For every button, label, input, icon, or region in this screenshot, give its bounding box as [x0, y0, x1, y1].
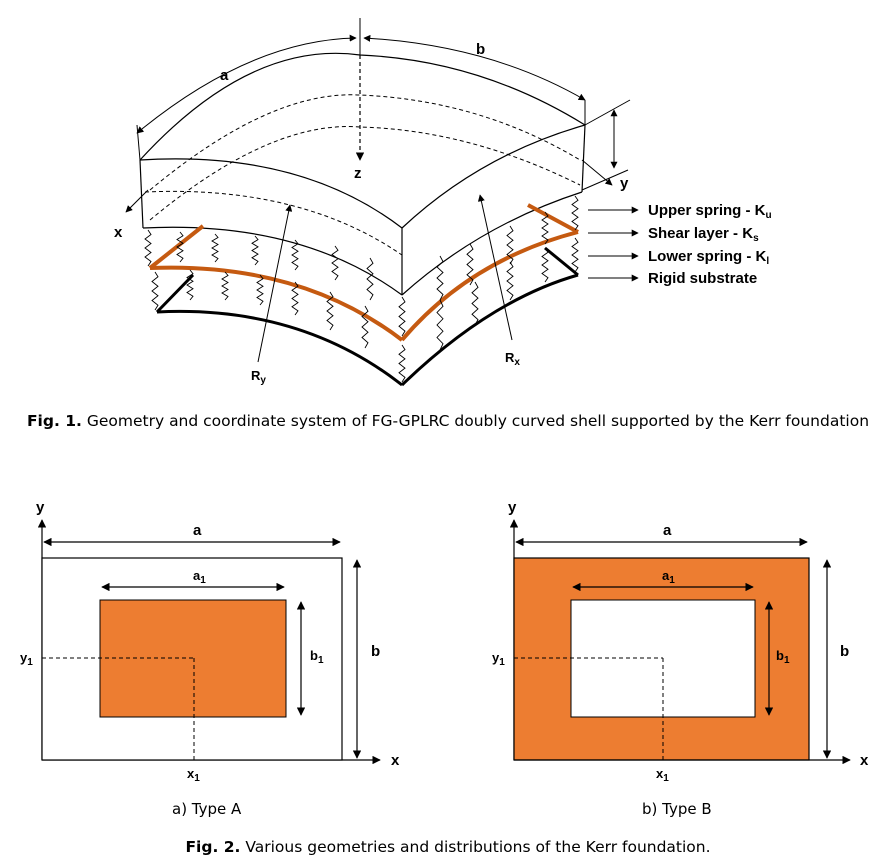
- dim-a-label: a: [663, 522, 672, 539]
- legend: Upper spring - Ku Shear layer - Ks Lower…: [588, 202, 772, 287]
- y-axis-arrow: [581, 159, 613, 186]
- x-axis-label: x: [114, 224, 123, 241]
- dim-a1-label: a1: [193, 568, 206, 586]
- spring: [361, 305, 369, 349]
- dim-b1-label: b1: [776, 648, 790, 666]
- fig1-caption: Fig. 1. Geometry and coordinate system o…: [0, 412, 896, 430]
- thickness-tick: [584, 99, 631, 126]
- spring: [256, 274, 264, 306]
- fig2-caption-text: Various geometries and distributions of …: [240, 838, 711, 856]
- legend-lower-spring: Lower spring - Kl: [648, 248, 769, 267]
- dim-a-label: a: [193, 522, 202, 539]
- y-axis-label: y: [36, 499, 45, 516]
- spring: [366, 257, 374, 301]
- shell-top-right-edge: [401, 124, 586, 229]
- spring: [506, 261, 514, 301]
- shell-diagram: a b z x y Ry Rx Upper spring - Ku Shear …: [114, 18, 772, 387]
- shell-bottom-right-edge: [401, 191, 583, 296]
- spring: [211, 233, 219, 263]
- fig1-caption-text: Geometry and coordinate system of FG-GPL…: [81, 412, 870, 430]
- spring: [151, 271, 159, 311]
- dashed-curve: [144, 190, 403, 256]
- spring: [436, 299, 444, 351]
- ry-label: Ry: [251, 368, 266, 386]
- spring: [471, 281, 479, 326]
- fig2-caption-label: Fig. 2.: [185, 838, 241, 856]
- x-axis-arrow: [125, 189, 149, 213]
- spring: [571, 237, 579, 273]
- shear-layer-left: [149, 265, 404, 342]
- shell-left-corner: [139, 159, 144, 229]
- legend-shear-layer: Shear layer - Ks: [648, 225, 759, 244]
- rigid-substrate-left: [156, 309, 403, 387]
- springs-group: [144, 195, 579, 383]
- shell-bottom-left-edge: [142, 226, 403, 296]
- panel-b-caption: b) Type B: [642, 800, 712, 818]
- fig2-caption: Fig. 2. Various geometries and distribut…: [0, 838, 896, 856]
- dim-a-arrow: [136, 34, 357, 134]
- x-axis-label: x: [391, 752, 400, 769]
- spring: [186, 269, 194, 301]
- spring: [251, 235, 259, 266]
- spring: [398, 296, 406, 337]
- rigid-substrate-right: [400, 273, 579, 387]
- rx-label: Rx: [505, 350, 520, 368]
- z-axis-label: z: [354, 165, 362, 182]
- dashed-curve: [149, 126, 581, 221]
- shell-right-corner: [581, 124, 586, 193]
- y-axis-label: y: [620, 175, 629, 192]
- spring: [541, 247, 549, 283]
- spring: [506, 225, 514, 265]
- thickness-tick: [581, 169, 629, 191]
- dim-a-label: a: [220, 67, 229, 84]
- x1-label: x1: [187, 766, 200, 784]
- spring: [571, 195, 579, 231]
- spring: [466, 243, 474, 286]
- legend-rigid-substrate: Rigid substrate: [648, 270, 757, 287]
- x-axis-label: x: [860, 752, 869, 769]
- dashed-curve: [149, 94, 581, 191]
- y1-label: y1: [492, 650, 505, 668]
- ry-line: [257, 204, 293, 363]
- rigid-substrate-left-edge: [155, 273, 195, 314]
- shear-layer-right-edge: [527, 203, 579, 234]
- legend-upper-spring: Upper spring - Ku: [648, 202, 772, 221]
- panel-a-caption: a) Type A: [172, 800, 242, 818]
- dim-a1-label: a1: [662, 568, 675, 586]
- dim-b-label: b: [840, 643, 849, 660]
- spring: [291, 281, 299, 316]
- spring: [291, 239, 299, 271]
- shear-layer-right: [400, 230, 579, 342]
- dim-tick: [136, 124, 141, 161]
- spring: [144, 229, 152, 267]
- kerr-distribution-diagram: y x a a1 b b1 x1 y1 y x a a1 b b1 x1 y1: [20, 499, 869, 784]
- panel-type-b: y x a a1 b b1 x1 y1: [492, 499, 869, 784]
- spring: [436, 255, 444, 301]
- spring: [331, 245, 339, 281]
- shell-top-left-edge: [139, 158, 403, 229]
- panel-type-a: y x a a1 b b1 x1 y1: [20, 499, 400, 784]
- rigid-substrate-right-edge: [544, 246, 579, 277]
- spring: [541, 211, 549, 245]
- spring: [176, 231, 184, 263]
- fig1-caption-label: Fig. 1.: [26, 412, 82, 430]
- dim-b-arrow: [363, 34, 586, 101]
- rx-line: [477, 194, 513, 341]
- dim-b-label: b: [371, 643, 380, 660]
- spring: [326, 291, 334, 331]
- x1-label: x1: [656, 766, 669, 784]
- spring: [221, 271, 229, 301]
- y1-label: y1: [20, 650, 33, 668]
- dim-b1-label: b1: [310, 648, 324, 666]
- spring: [398, 344, 406, 383]
- shell-top-front-edge: [139, 52, 586, 161]
- dim-b-label: b: [476, 41, 485, 58]
- y-axis-label: y: [508, 499, 517, 516]
